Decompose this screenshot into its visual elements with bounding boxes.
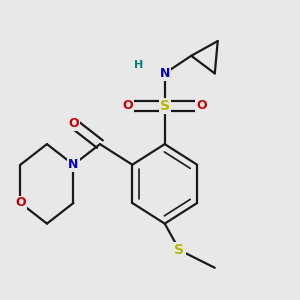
Text: O: O: [15, 196, 26, 209]
Text: H: H: [134, 60, 143, 70]
Text: S: S: [174, 243, 184, 257]
Text: O: O: [68, 117, 79, 130]
Text: S: S: [160, 99, 170, 113]
Text: N: N: [160, 67, 170, 80]
Text: O: O: [196, 99, 207, 112]
Text: N: N: [68, 158, 79, 171]
Text: O: O: [123, 99, 133, 112]
